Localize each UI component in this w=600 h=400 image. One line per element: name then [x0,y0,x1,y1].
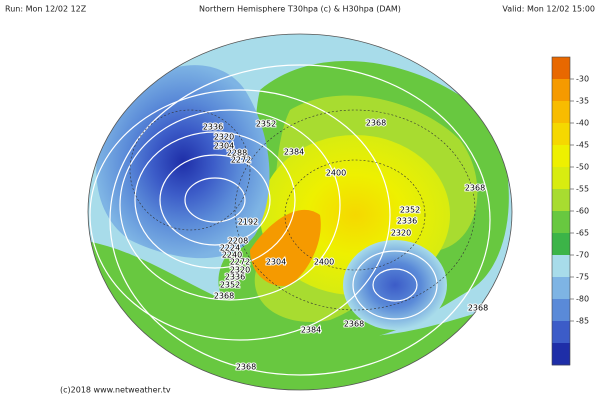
contour-label: 2240 [222,251,242,260]
colorbar-bin [552,343,570,366]
colorbar-bin [552,321,570,344]
contour-label: 2208 [228,237,248,246]
polar-vortex [96,65,270,259]
contour-label: 2336 [225,273,245,282]
contour-label: 2400 [326,169,346,178]
contour-label: 2304 [266,258,286,267]
colorbar-bin [552,189,570,212]
height-contours [89,64,491,376]
colorbar-label: -80 [576,295,589,304]
hot-spot [250,209,321,286]
contour-label: 2224 [220,244,240,253]
contour-label: 2272 [230,258,250,267]
secondary-vortex [343,240,447,330]
contour-label: 2320 [214,133,234,142]
contour-label: 2384 [284,148,304,157]
contour-label: 2352 [400,206,420,215]
contour-label: 2320 [391,229,411,238]
colorbar: -30 -35 -40 -45 -50 -55 -60 -65 -70 -75 -80 -85 [551,56,589,366]
contour-label: 2400 [314,258,334,267]
contour-label: 2320 [230,266,250,275]
colorbar-bin [552,299,570,322]
colorbar-bin [552,79,570,102]
contour-label: 2368 [468,304,488,313]
map-border [87,33,513,391]
colorbar-label: -45 [576,141,589,150]
colorbar-bin [552,167,570,190]
contour-labels: 2336 235223202304228822722384236824002368… [202,118,489,373]
colorbar-label: -65 [576,229,589,238]
colorbar-label: -70 [576,251,589,260]
contour-label: 2192 [238,218,258,227]
contour-label: 2352 [220,281,240,290]
colorbar-bin [552,211,570,234]
contour-label: 2336 [397,217,417,226]
colorbar-bin [552,277,570,300]
temperature-contours [129,109,476,311]
contour-label: 2368 [214,292,234,301]
colorbar-label: -50 [576,163,589,172]
colorbar-label: -75 [576,273,589,282]
contour-label: 2304 [214,142,234,151]
colorbar-bin [552,255,570,278]
contour-label: 2368 [236,363,256,372]
map-title: Northern Hemisphere T30hpa (c) & H30hpa … [199,5,401,14]
colorbar-bin [552,101,570,124]
contour-label: 2368 [366,119,386,128]
contour-label: 2336 [203,123,223,132]
run-label: Run: Mon 12/02 12Z [5,5,87,14]
colorbar-label: -85 [576,317,589,326]
colorbar-bin [552,145,570,168]
footer: (c)2018 www.netweather.tv [60,386,171,395]
colorbar-label: -60 [576,207,589,216]
contour-label: 2368 [344,320,364,329]
contour-label: 2384 [301,326,321,335]
colorbar-bin [552,123,570,146]
colorbar-bin [552,57,570,80]
colorbar-bin [552,233,570,256]
contour-label: 2368 [465,184,485,193]
green-band [88,240,512,390]
contour-label: 2272 [231,156,251,165]
contour-label: 2352 [256,120,276,129]
colorbar-label: -35 [576,97,589,106]
colorbar-label: -55 [576,185,589,194]
contour-label: 2288 [227,149,247,158]
map-area [88,34,512,390]
colorbar-label: -30 [576,75,589,84]
valid-label: Valid: Mon 12/02 15:00 [502,5,595,14]
colorbar-label: -40 [576,119,589,128]
